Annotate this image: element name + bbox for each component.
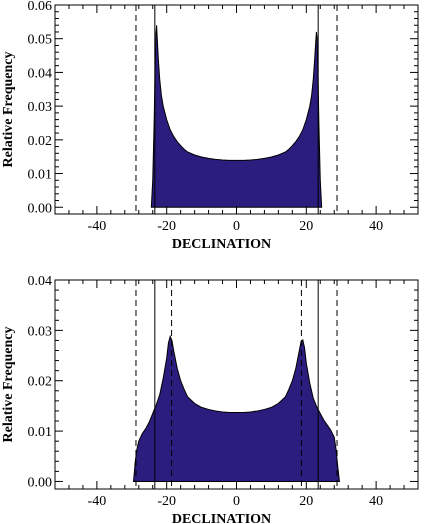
- y-tick-label: 0.03: [28, 100, 53, 115]
- x-tick-label: -40: [88, 494, 107, 509]
- x-tick-label: -20: [157, 494, 176, 509]
- y-tick-label: 0.02: [28, 134, 53, 149]
- x-axis-title: DECLINATION: [172, 512, 271, 524]
- x-tick-label: 40: [369, 219, 383, 234]
- y-tick-label: 0.05: [28, 33, 53, 48]
- x-tick-label: -40: [88, 219, 107, 234]
- y-tick-label: 0.04: [28, 274, 53, 289]
- x-axis-title: DECLINATION: [172, 237, 271, 252]
- x-tick-label: 20: [299, 219, 313, 234]
- y-tick-label: 0.00: [28, 201, 53, 216]
- x-tick-label: 0: [233, 494, 240, 509]
- y-tick-label: 0.01: [28, 425, 53, 440]
- y-tick-label: 0.01: [28, 168, 53, 183]
- y-tick-label: 0.02: [28, 375, 53, 390]
- declination-distribution-area: [132, 334, 341, 482]
- y-tick-label: 0.04: [28, 66, 53, 81]
- declination-distribution-area: [150, 25, 323, 208]
- y-axis-title: Relative Frequency: [1, 52, 16, 168]
- y-tick-label: 0.06: [28, 0, 53, 14]
- y-axis-title: Relative Frequency: [1, 327, 16, 443]
- y-tick-label: 0.03: [28, 324, 53, 339]
- x-tick-label: 0: [233, 219, 240, 234]
- x-tick-label: 20: [299, 494, 313, 509]
- y-tick-label: 0.00: [28, 475, 53, 490]
- x-tick-label: 40: [369, 494, 383, 509]
- chart-panel-1: -40 -20 0 20 40 0.00 0.01 0.02 0.03 0.04 0.05 0.06 D…: [1, 0, 419, 252]
- chart-panel-2: -40 -20 0 20 40 0.00 0.01 0.02 0.03 0.04 DECLINATI…: [1, 274, 419, 524]
- x-tick-label: -20: [157, 219, 176, 234]
